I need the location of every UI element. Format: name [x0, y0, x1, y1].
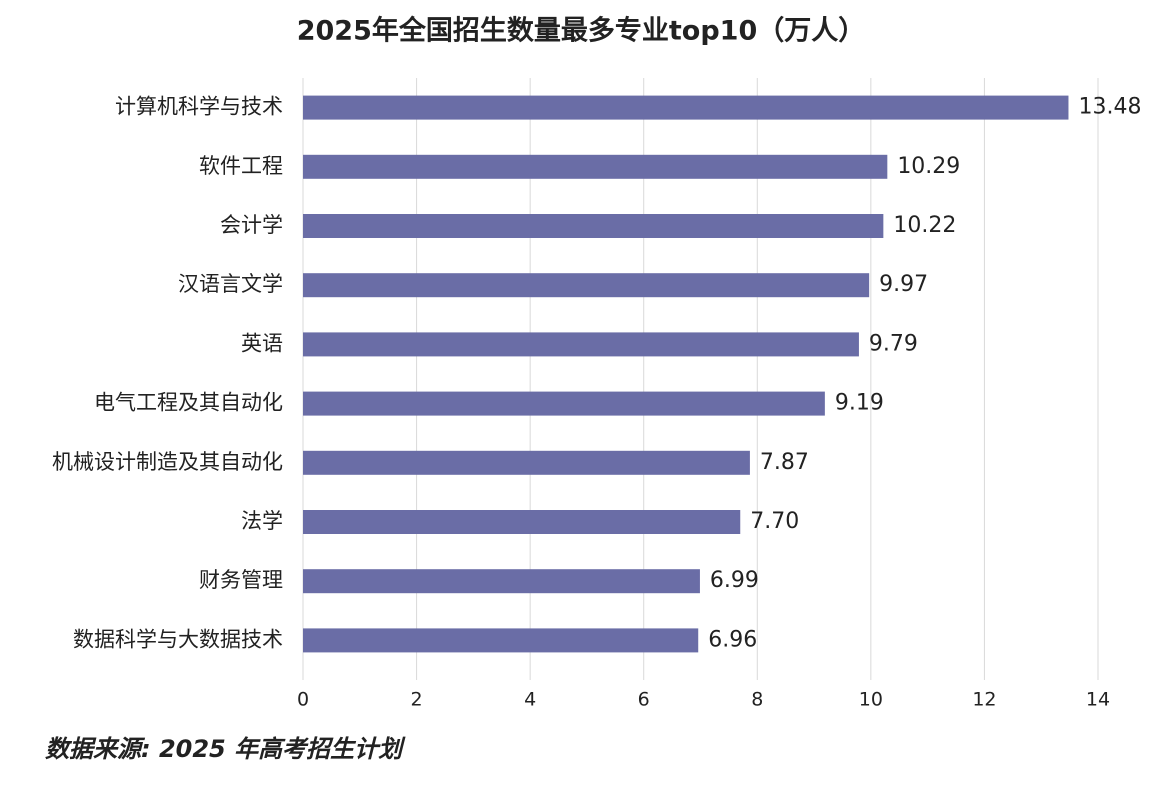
- bar: [303, 628, 699, 653]
- y-tick-label: 法学: [241, 509, 283, 533]
- bar: [303, 95, 1069, 120]
- bar: [303, 391, 825, 416]
- x-tick-label: 4: [524, 689, 536, 711]
- bar: [303, 569, 700, 594]
- bar: [303, 332, 859, 357]
- x-tick-label: 10: [859, 689, 883, 711]
- x-tick-label: 6: [638, 689, 650, 711]
- y-tick-label: 财务管理: [199, 568, 283, 592]
- value-label: 6.96: [708, 627, 757, 652]
- x-tick-label: 2: [411, 689, 423, 711]
- y-tick-label: 计算机科学与技术: [115, 95, 283, 119]
- value-label: 7.87: [760, 450, 809, 475]
- value-label: 10.29: [897, 154, 960, 179]
- x-tick-label: 0: [297, 689, 309, 711]
- value-label: 7.70: [750, 509, 799, 534]
- y-tick-label: 汉语言文学: [178, 272, 283, 296]
- x-tick-label: 8: [751, 689, 763, 711]
- source-note: 数据来源: 2025 年高考招生计划: [45, 735, 406, 763]
- y-tick-label: 软件工程: [199, 154, 283, 178]
- y-tick-label: 机械设计制造及其自动化: [52, 450, 283, 474]
- value-label: 9.97: [879, 272, 928, 297]
- value-label: 6.99: [710, 568, 759, 593]
- y-tick-label: 会计学: [220, 213, 283, 237]
- y-tick-label: 数据科学与大数据技术: [73, 627, 283, 651]
- bar: [303, 510, 741, 534]
- x-tick-label: 12: [972, 689, 996, 711]
- value-label: 9.79: [869, 331, 918, 356]
- bar: [303, 214, 884, 238]
- y-tick-label: 英语: [241, 331, 283, 355]
- bar: [303, 273, 870, 298]
- y-tick-label: 电气工程及其自动化: [94, 391, 283, 415]
- value-label: 10.22: [893, 213, 956, 238]
- value-label: 13.48: [1078, 95, 1141, 120]
- bar: [303, 154, 888, 179]
- x-tick-label: 14: [1086, 689, 1110, 711]
- chart-title: 2025年全国招生数量最多专业top10（万人）: [297, 15, 866, 47]
- bar: [303, 450, 750, 475]
- value-label: 9.19: [835, 391, 884, 416]
